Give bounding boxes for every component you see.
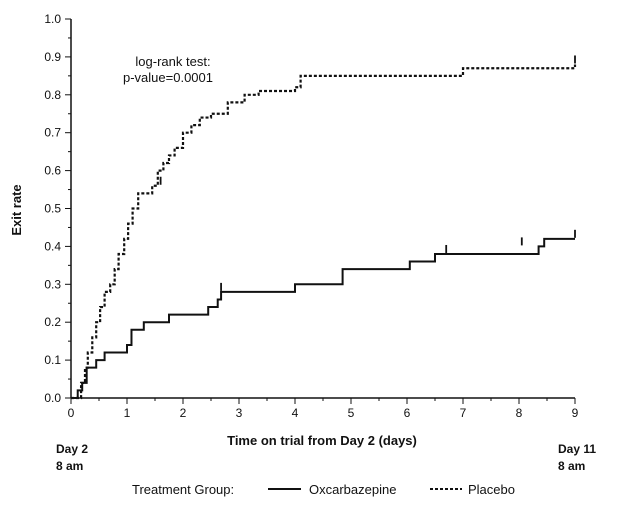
start-label-line-1: Day 2 xyxy=(56,442,88,456)
legend: Treatment Group: Oxcarbazepine Placebo xyxy=(132,482,515,497)
y-tick-label: 0.4 xyxy=(44,239,61,253)
annotation-line-1: log-rank test: xyxy=(135,54,210,69)
x-tick-label: 7 xyxy=(460,406,467,420)
x-axis-title: Time on trial from Day 2 (days) xyxy=(227,433,417,448)
annotation-line-2: p-value=0.0001 xyxy=(123,70,213,85)
x-tick-label: 8 xyxy=(516,406,523,420)
y-axis-title: Exit rate xyxy=(9,184,24,235)
ticks: 0.0 0.1 0.2 0.3 0.4 0.5 0.6 0.7 0.8 0.9 1.0 0 1 2 3 4 5 6… xyxy=(44,12,578,420)
end-label-line-2: 8 am xyxy=(558,459,585,473)
y-tick-label: 0.1 xyxy=(44,353,61,367)
y-tick-label: 0.7 xyxy=(44,126,61,140)
end-label-line-1: Day 11 xyxy=(558,442,596,456)
x-tick-label: 5 xyxy=(348,406,355,420)
legend-label-placebo: Placebo xyxy=(468,482,515,497)
x-tick-label: 4 xyxy=(292,406,299,420)
x-tick-label: 1 xyxy=(124,406,131,420)
legend-label-oxcarbazepine: Oxcarbazepine xyxy=(309,482,396,497)
y-tick-label: 0.3 xyxy=(44,277,61,291)
x-tick-label: 2 xyxy=(180,406,187,420)
series-line-oxcarbazepine xyxy=(71,237,575,399)
y-tick-label: 0.8 xyxy=(44,88,61,102)
x-tick-label: 6 xyxy=(404,406,411,420)
y-tick-label: 0.5 xyxy=(44,202,61,216)
y-tick-label: 0.6 xyxy=(44,164,61,178)
series-line-placebo xyxy=(71,64,577,400)
y-tick-label: 0.2 xyxy=(44,315,61,329)
y-tick-label: 0.9 xyxy=(44,50,61,64)
x-tick-label: 0 xyxy=(68,406,75,420)
plot-area xyxy=(71,55,577,400)
legend-title: Treatment Group: xyxy=(132,482,234,497)
x-tick-label: 3 xyxy=(236,406,243,420)
x-tick-label: 9 xyxy=(572,406,579,420)
y-tick-label: 1.0 xyxy=(44,12,61,26)
start-label-line-2: 8 am xyxy=(56,459,83,473)
y-tick-label: 0.0 xyxy=(44,391,61,405)
